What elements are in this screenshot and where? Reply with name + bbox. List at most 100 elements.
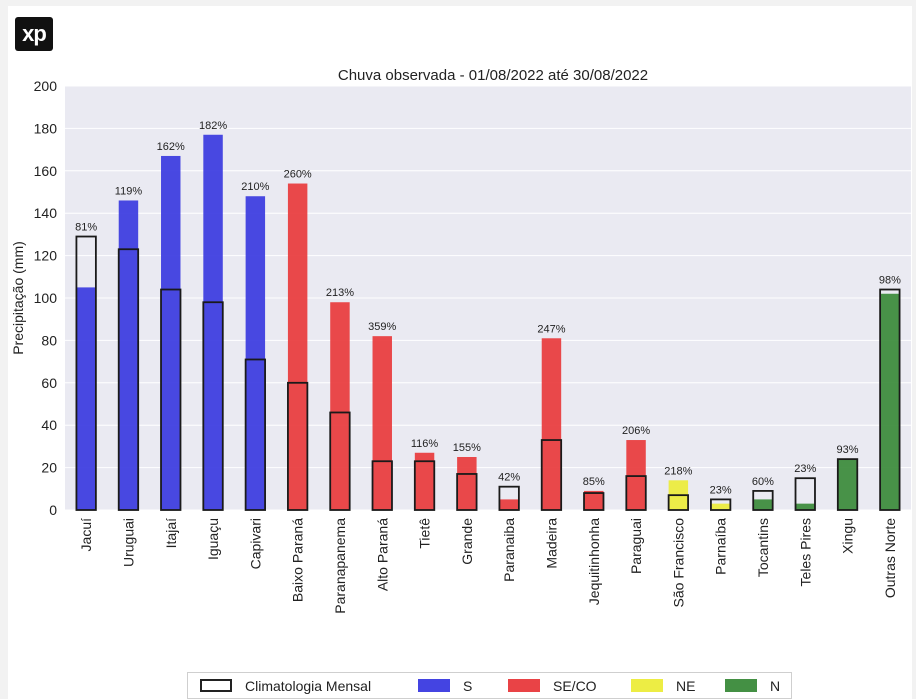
y-tick-label: 40 bbox=[41, 417, 57, 433]
percent-label: 260% bbox=[284, 169, 312, 181]
bar-climatology bbox=[540, 439, 563, 511]
bar-observed bbox=[499, 499, 519, 510]
percent-label: 98% bbox=[879, 275, 901, 287]
y-tick-label: 200 bbox=[34, 78, 58, 94]
y-tick-label: 160 bbox=[34, 163, 58, 179]
legend-label-seco: SE/CO bbox=[553, 678, 597, 694]
percent-label: 85% bbox=[583, 476, 605, 488]
legend-swatch-n bbox=[725, 679, 757, 692]
y-tick-label: 80 bbox=[41, 332, 57, 348]
x-tick-label: Itajaí bbox=[163, 518, 179, 548]
x-tick-label: Paranapanema bbox=[332, 518, 348, 614]
bar-climatology bbox=[371, 460, 393, 511]
bar-observed bbox=[330, 302, 350, 510]
bar-observed bbox=[753, 499, 773, 510]
xp-logo: xp bbox=[15, 17, 53, 51]
bar-climatology bbox=[879, 288, 901, 511]
percent-label: 218% bbox=[664, 465, 692, 477]
x-tick-label: Tietê bbox=[417, 518, 433, 549]
bar-climatology bbox=[710, 498, 732, 511]
x-tick-label: Paraguai bbox=[628, 518, 644, 574]
x-tick-label: Madeira bbox=[543, 518, 559, 569]
bar-observed bbox=[626, 440, 646, 510]
percent-label: 210% bbox=[241, 181, 269, 193]
bar-observed bbox=[161, 155, 181, 510]
bar-observed bbox=[457, 457, 477, 510]
bar-observed bbox=[541, 338, 562, 510]
bar-climatology bbox=[456, 473, 478, 511]
bar-climatology bbox=[287, 381, 309, 511]
bar-observed bbox=[837, 459, 858, 510]
x-tick-label: Tocantins bbox=[755, 518, 771, 577]
bar-observed bbox=[372, 336, 392, 510]
bar-climatology bbox=[75, 235, 97, 511]
y-tick-label: 180 bbox=[34, 120, 58, 136]
bar-observed bbox=[118, 200, 139, 511]
legend-label-s: S bbox=[463, 678, 473, 694]
bar-observed bbox=[76, 287, 96, 510]
legend-swatch-s bbox=[418, 679, 450, 692]
x-tick-label: Xingu bbox=[840, 518, 856, 554]
bar-observed bbox=[414, 452, 435, 510]
bar-climatology bbox=[583, 492, 605, 511]
bar-climatology bbox=[498, 485, 520, 511]
bar-observed bbox=[245, 196, 266, 511]
legend-label-n: N bbox=[770, 678, 781, 694]
x-tick-label: Iguaçu bbox=[205, 518, 221, 560]
percent-label: 23% bbox=[710, 484, 732, 496]
percent-label: 119% bbox=[115, 185, 143, 197]
chart-title: Chuva observada - 01/08/2022 até 30/08/2… bbox=[338, 67, 648, 84]
bar-observed bbox=[710, 503, 731, 510]
x-tick-label: Parnaíba bbox=[713, 518, 729, 575]
legend-swatch-ne bbox=[631, 679, 663, 692]
percent-label: 206% bbox=[622, 425, 650, 437]
x-tick-label: São Francisco bbox=[670, 518, 686, 608]
y-tick-label: 100 bbox=[34, 290, 58, 306]
x-tick-label: Capivari bbox=[247, 518, 263, 569]
percent-label: 359% bbox=[368, 321, 396, 333]
bar-climatology bbox=[202, 301, 224, 511]
percent-label: 42% bbox=[498, 472, 520, 484]
bar-climatology bbox=[836, 458, 859, 511]
legend-label-ne: NE bbox=[676, 678, 696, 694]
x-tick-label: Teles Pires bbox=[797, 518, 813, 586]
bar-climatology bbox=[329, 411, 351, 511]
y-tick-label: 60 bbox=[41, 375, 57, 391]
x-tick-label: Outras Norte bbox=[882, 518, 898, 598]
percent-label: 213% bbox=[326, 287, 354, 299]
y-tick-label: 140 bbox=[34, 205, 58, 221]
bar-climatology bbox=[667, 494, 689, 511]
chart-legend: Climatologia Mensal S SE/CO NE N bbox=[187, 672, 792, 699]
percent-label: 23% bbox=[794, 463, 816, 475]
bar-climatology bbox=[625, 475, 647, 511]
y-tick-label: 20 bbox=[41, 460, 57, 476]
bar-observed bbox=[795, 503, 815, 510]
percent-label: 162% bbox=[157, 141, 185, 153]
y-axis-label: Precipitação (mm) bbox=[10, 241, 26, 355]
bar-observed bbox=[203, 134, 223, 510]
bar-climatology bbox=[413, 460, 436, 511]
bar-observed bbox=[584, 490, 604, 510]
bar-observed bbox=[880, 293, 900, 510]
x-tick-label: Jequitinhonha bbox=[586, 518, 602, 605]
legend-swatch-climatologia bbox=[200, 679, 232, 692]
bar-climatology bbox=[794, 477, 816, 511]
bar-climatology bbox=[244, 358, 266, 511]
y-tick-label: 0 bbox=[49, 502, 57, 518]
x-tick-label: Paranaiba bbox=[501, 518, 517, 582]
bar-climatology bbox=[752, 490, 774, 511]
x-tick-label: Jacuí bbox=[78, 518, 94, 552]
percent-label: 93% bbox=[837, 444, 859, 456]
percent-label: 182% bbox=[199, 120, 227, 132]
bar-observed bbox=[287, 183, 308, 510]
x-tick-label: Alto Paraná bbox=[374, 518, 390, 591]
percent-label: 247% bbox=[537, 323, 565, 335]
percent-label: 60% bbox=[752, 476, 774, 488]
legend-swatch-seco bbox=[508, 679, 540, 692]
y-tick-label: 120 bbox=[34, 248, 58, 264]
percent-label: 81% bbox=[75, 222, 97, 234]
bar-climatology bbox=[117, 248, 140, 511]
x-tick-label: Baixo Paraná bbox=[290, 518, 306, 602]
percent-label: 116% bbox=[411, 438, 439, 450]
